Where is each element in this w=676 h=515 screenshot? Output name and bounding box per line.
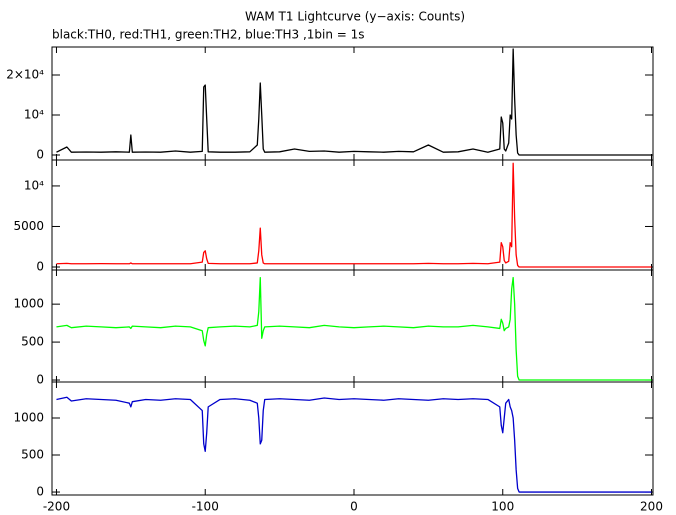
y-tick-label: 500: [21, 335, 44, 349]
y-tick-label: 5000: [13, 219, 44, 233]
y-tick-label: 1000: [13, 297, 44, 311]
y-tick-label: 0: [36, 485, 44, 499]
series-line: [56, 162, 652, 268]
x-tick-label: 200: [640, 500, 663, 514]
chart-subtitle: black:TH0, red:TH1, green:TH2, blue:TH3 …: [52, 28, 365, 42]
y-tick-label: 10⁴: [24, 178, 44, 192]
series-line: [56, 48, 652, 156]
plot-frame: [51, 46, 654, 161]
y-tick-label: 0: [36, 148, 44, 162]
x-tick-label: 100: [491, 500, 514, 514]
y-tick-label: 10⁴: [24, 108, 44, 122]
x-tick-label: -100: [192, 500, 219, 514]
y-tick-label: 1000: [13, 410, 44, 424]
y-tick-label: 500: [21, 448, 44, 462]
series-line: [56, 276, 652, 381]
x-tick-label: 0: [350, 500, 358, 514]
plot-frame: [51, 159, 654, 271]
plot-frame: [51, 269, 654, 383]
series-line: [56, 396, 652, 493]
y-tick-label: 0: [36, 373, 44, 387]
plot-frame: [51, 381, 654, 496]
y-tick-label: 2×10⁴: [6, 68, 44, 82]
x-tick-label: -200: [43, 500, 70, 514]
y-tick-label: 0: [36, 260, 44, 274]
chart-title: WAM T1 Lightcurve (y−axis: Counts): [245, 10, 465, 24]
